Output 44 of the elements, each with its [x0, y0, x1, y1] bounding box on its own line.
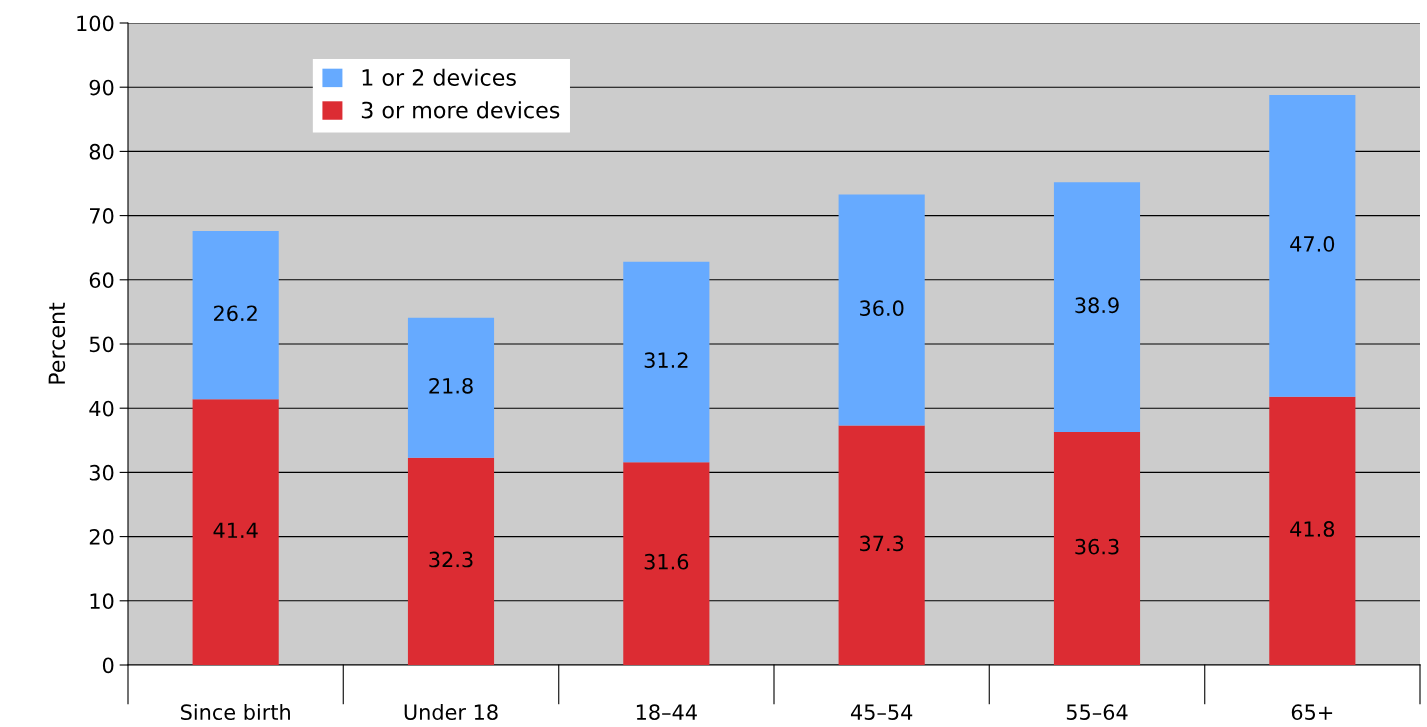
bar: [192, 231, 279, 400]
y-tick-label: 0: [102, 657, 114, 674]
bar: [407, 317, 495, 458]
data-label: 47.0: [1290, 236, 1335, 252]
bar: [1053, 431, 1141, 665]
x-tick-label: Under 18: [404, 703, 498, 721]
data-label: 26.2: [214, 305, 257, 322]
y-tick-label: 20: [89, 529, 114, 545]
x-tick-label: 18–44: [636, 704, 697, 721]
bar: [1269, 396, 1356, 665]
bar: [192, 399, 279, 665]
y-tick-label: 40: [89, 400, 114, 417]
y-tick-label: 70: [90, 208, 114, 224]
legend-label: 3 or more devices: [361, 101, 560, 119]
y-tick-label: 80: [89, 143, 114, 160]
data-label: 21.8: [429, 377, 473, 394]
data-label: 41.8: [1290, 521, 1335, 537]
data-label: 38.9: [1075, 297, 1119, 314]
x-tick-label: 45–54: [850, 704, 913, 721]
y-axis-title: Percent: [48, 302, 66, 384]
y-tick-label: 10: [90, 593, 114, 610]
x-tick-label: Since birth: [181, 703, 290, 721]
bar: [1053, 182, 1141, 432]
data-label: 31.2: [644, 352, 688, 369]
x-tick-label: 55–64: [1066, 704, 1128, 721]
y-tick-label: 50: [89, 336, 114, 353]
data-label: 32.3: [429, 551, 473, 568]
data-label: 36.3: [1075, 538, 1119, 555]
data-label: 31.6: [644, 553, 689, 570]
y-tick-label: 90: [89, 79, 114, 96]
y-tick-label: 30: [89, 464, 114, 481]
y-tick-label: 100: [77, 15, 114, 32]
x-tick-label: 65+: [1291, 704, 1333, 721]
y-tick-label: 60: [89, 272, 114, 289]
data-label: 36.0: [860, 300, 904, 317]
bar: [407, 457, 495, 665]
bar: [838, 425, 925, 665]
bar: [623, 261, 710, 463]
legend-label: 1 or 2 devices: [362, 68, 516, 86]
bar: [623, 462, 710, 665]
bar: [838, 194, 925, 426]
data-label: 37.3: [860, 535, 904, 552]
bar: [1269, 94, 1356, 397]
data-label: 41.4: [213, 522, 258, 538]
